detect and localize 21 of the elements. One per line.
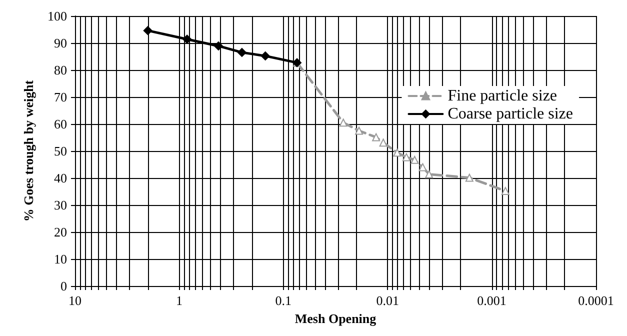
legend-label: Coarse particle size <box>448 106 574 122</box>
x-tick-label: 0.0001 <box>578 293 614 308</box>
y-tick-label: 100 <box>48 8 67 24</box>
x-axis-title: Mesh Opening <box>294 310 377 326</box>
y-tick-label: 30 <box>54 198 67 212</box>
y-tick-label: 10 <box>54 252 67 266</box>
x-tick-label: 0.01 <box>376 293 399 308</box>
x-tick-label: 10 <box>68 293 82 308</box>
x-tick-label: 0.001 <box>477 293 506 308</box>
x-tick-label: 1 <box>176 293 182 308</box>
x-tick-label: 0.1 <box>275 293 292 308</box>
y-axis-title: % Goes trough by weight <box>21 80 36 222</box>
y-tick-label: 40 <box>54 170 67 186</box>
y-tick-label: 50 <box>54 144 67 158</box>
legend-label: Fine particle size <box>448 88 558 104</box>
y-tick-label: 90 <box>54 36 67 50</box>
y-tick-label: 60 <box>54 116 67 132</box>
y-tick-label: 70 <box>54 90 67 104</box>
y-tick-label: 20 <box>54 224 67 240</box>
y-tick-label: 80 <box>54 62 67 78</box>
y-tick-label: 0 <box>60 278 67 294</box>
